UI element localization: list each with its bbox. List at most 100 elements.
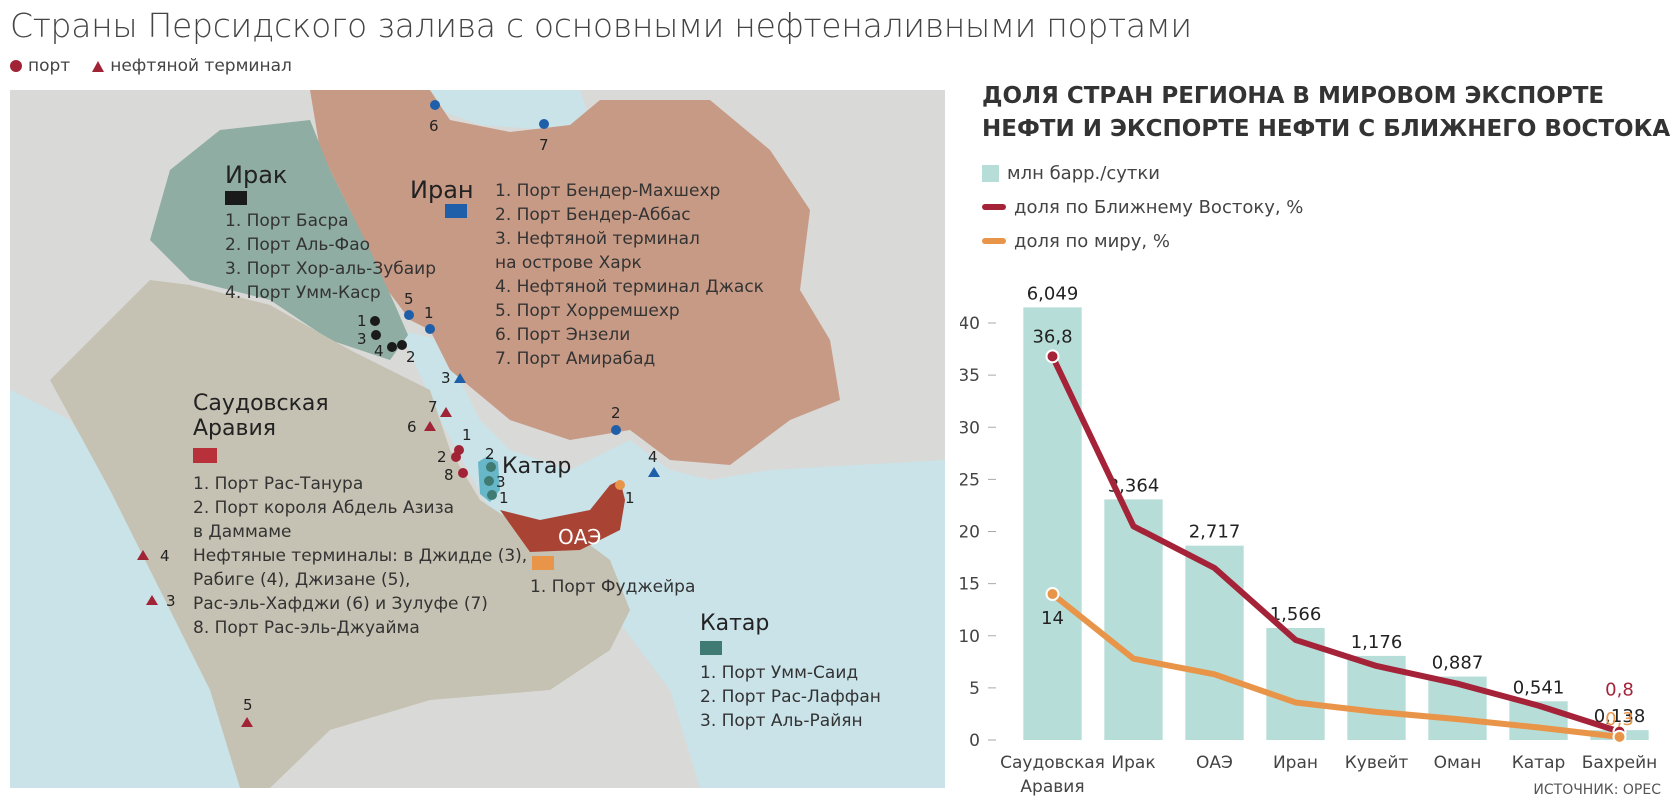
bar-value-label: 1,566 (1270, 604, 1322, 625)
chart-legend: млн барр./сутки доля по Ближнему Востоку… (982, 156, 1303, 258)
marker-label: 2 (406, 348, 416, 366)
marker-label: 5 (404, 290, 414, 308)
y-tick-label: 30 (960, 418, 980, 438)
category-label: Бахрейн (1582, 753, 1658, 773)
iraq-swatch (225, 191, 247, 205)
mideast-label: 36,8 (1032, 326, 1072, 347)
y-tick-label: 25 (960, 470, 980, 490)
marker-label: 1 (462, 426, 472, 444)
qatar-name: Катар (700, 611, 769, 636)
marker-label: 4 (374, 342, 384, 360)
red-sea (10, 390, 260, 788)
iran-item: 2. Порт Бендер-Аббас (495, 205, 691, 225)
port-marker (615, 480, 625, 490)
marker-label: 6 (407, 418, 417, 436)
iran-item: 6. Порт Энзели (495, 325, 630, 345)
iran-region (310, 90, 840, 465)
mideast-label: 0,8 (1605, 680, 1634, 701)
iran-swatch (445, 204, 467, 218)
category-label: Иран (1273, 753, 1318, 773)
map-legend: порт нефтяной терминал (10, 56, 292, 76)
legend-port: порт (10, 56, 70, 76)
terminal-marker (454, 373, 466, 383)
marker-label: 2 (611, 404, 621, 422)
port-marker (387, 342, 397, 352)
port-marker (484, 476, 494, 486)
iran-item: 1. Порт Бендер-Махшехр (495, 181, 720, 201)
marker-label: 1 (499, 489, 509, 507)
marker-label: 4 (648, 448, 658, 466)
bar (1023, 307, 1082, 740)
bar-value-label: 3,364 (1108, 475, 1160, 496)
marker-label: 3 (496, 473, 506, 491)
uae-name: ОАЭ (558, 525, 601, 549)
saudi-item: 1. Порт Рас-Танура (193, 474, 363, 494)
port-marker (370, 316, 380, 326)
mideast-swatch (982, 204, 1006, 210)
terminal-marker (648, 467, 660, 477)
series-line (1049, 353, 1623, 735)
bar-value-label: 1,176 (1351, 632, 1403, 653)
category-label: Кувейт (1345, 753, 1409, 773)
bar-value-label: 0,887 (1432, 653, 1484, 674)
saudi-item: Рабиге (4), Джизане (5), (193, 570, 410, 590)
marker-label: 8 (444, 466, 454, 484)
terminal-triangle-icon (92, 60, 105, 72)
iran-item: 3. Нефтяной терминал (495, 229, 700, 249)
port-marker (486, 462, 496, 472)
marker-label: 5 (243, 696, 253, 714)
y-tick-label: 0 (969, 731, 980, 751)
y-tick-label: 15 (960, 575, 980, 595)
legend-world: доля по миру, % (982, 224, 1303, 258)
iran-item: 4. Нефтяной терминал Джаск (495, 277, 764, 297)
page-title: Страны Персидского залива с основными не… (10, 6, 1192, 45)
qatar-item: 2. Порт Рас-Лаффан (700, 687, 881, 707)
port-marker (371, 330, 381, 340)
iran-item: 5. Порт Хорремшехр (495, 301, 680, 321)
iran-item: 7. Порт Амирабад (495, 349, 655, 369)
saudi-name: Саудовская (193, 391, 329, 416)
port-marker (487, 490, 497, 500)
saudi-item: 8. Порт Рас-эль-Джуайма (193, 618, 420, 638)
marker-label: 2 (437, 448, 447, 466)
bar (1185, 545, 1244, 740)
bar-value-label: 0,541 (1513, 677, 1565, 698)
iraq-item: 3. Порт Хор-аль-Зубаир (225, 259, 436, 279)
chart-title: ДОЛЯ СТРАН РЕГИОНА В МИРОВОМ ЭКСПОРТЕ НЕ… (982, 83, 1671, 142)
qatar-item: 3. Порт Аль-Райян (700, 711, 863, 731)
iraq-item: 1. Порт Басра (225, 211, 349, 231)
terminal-marker (241, 717, 253, 727)
export-chart: 0 5 10 15 20 25 30 35 40 6,049 3,364 2,717 1,566 1,17… (960, 283, 1658, 797)
y-tick-label: 10 (960, 627, 980, 647)
world-label: 14 (1041, 608, 1064, 629)
gulf-sea (400, 330, 945, 788)
marker-label: 3 (166, 592, 176, 610)
terminal-marker (137, 550, 149, 560)
series-point (1612, 729, 1627, 744)
y-tick-label: 40 (960, 314, 980, 334)
port-marker (404, 310, 414, 320)
category-label: Ирак (1111, 753, 1155, 773)
caspian-sea (430, 90, 590, 130)
marker-label: 3 (441, 369, 451, 387)
qatar-swatch (700, 641, 722, 655)
iran-item: на острове Харк (495, 253, 642, 273)
y-tick-label: 20 (960, 523, 980, 543)
marker-label: 2 (485, 445, 495, 463)
category-label: Саудовская (1000, 753, 1105, 773)
y-tick-label: 5 (969, 679, 980, 699)
saudi-item: Рас-эль-Хафджи (6) и Зулуфе (7) (193, 594, 488, 614)
saudi-region (50, 280, 630, 788)
port-marker (430, 100, 440, 110)
port-marker (539, 119, 549, 129)
legend-mideast: доля по Ближнему Востоку, % (982, 190, 1303, 224)
port-marker (451, 452, 461, 462)
iraq-item: 4. Порт Умм-Каср (225, 283, 381, 303)
marker-label: 1 (357, 312, 367, 330)
gulf-map: Ирак 1. Порт Басра 2. Порт Аль-Фао 3. По… (10, 90, 945, 788)
saudi-swatch (193, 448, 217, 463)
saudi-item: Нефтяные терминалы: в Джидде (3), (193, 546, 527, 566)
qatar-item: 1. Порт Умм-Саид (700, 663, 858, 683)
y-tick-label: 35 (960, 366, 980, 386)
marker-label: 7 (428, 398, 438, 416)
